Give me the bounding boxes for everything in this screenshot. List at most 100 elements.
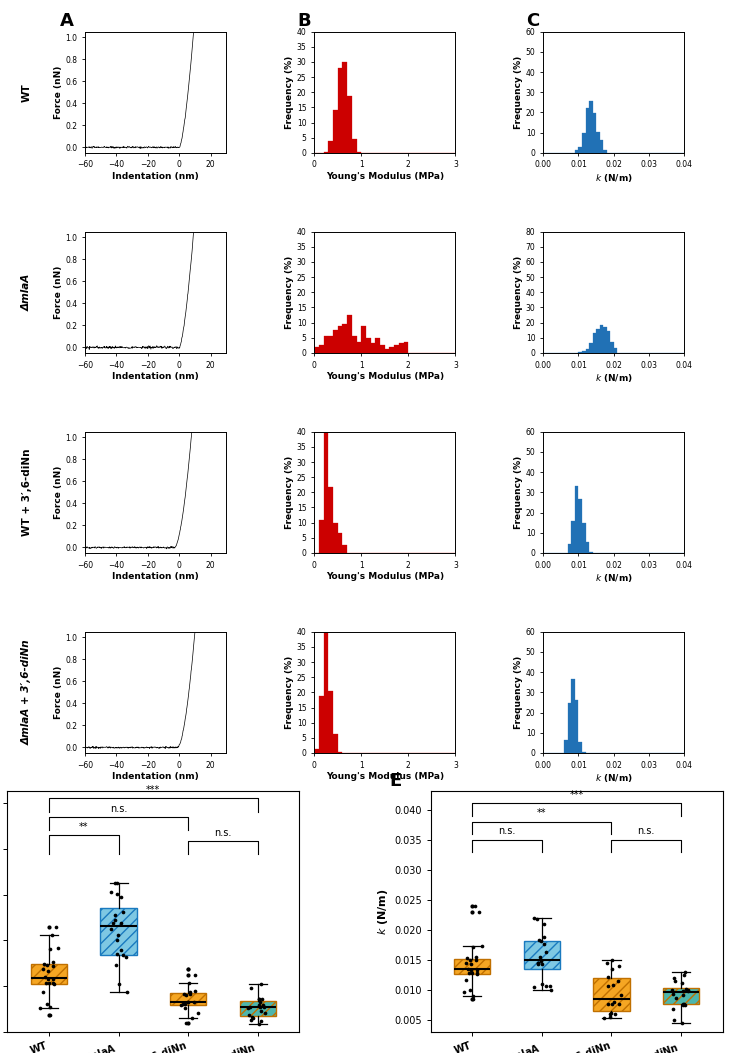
Bar	[338, 533, 342, 553]
Point	[258, 998, 270, 1015]
Point	[246, 1009, 258, 1026]
Bar	[603, 151, 607, 153]
Point	[529, 979, 540, 996]
Bar	[319, 520, 323, 553]
Point	[44, 1007, 55, 1024]
Bar	[578, 742, 582, 753]
Point	[464, 952, 476, 969]
Point	[615, 987, 627, 1004]
Point	[254, 993, 266, 1010]
Point	[538, 929, 550, 946]
Point	[244, 1007, 256, 1024]
Bar	[575, 486, 578, 553]
Point	[676, 1014, 688, 1031]
Bar	[328, 141, 333, 153]
Point	[466, 955, 477, 972]
PathPatch shape	[593, 978, 629, 1011]
X-axis label: $k$ (N/m): $k$ (N/m)	[595, 573, 633, 584]
Point	[112, 875, 123, 892]
Point	[36, 961, 48, 978]
Point	[254, 998, 266, 1015]
Point	[40, 974, 52, 991]
Point	[182, 994, 193, 1011]
PathPatch shape	[524, 941, 560, 970]
X-axis label: $k$ (N/m): $k$ (N/m)	[595, 173, 633, 184]
PathPatch shape	[663, 988, 699, 1005]
Bar	[585, 350, 589, 353]
Point	[471, 966, 483, 982]
Text: n.s.: n.s.	[214, 828, 231, 837]
Bar	[582, 133, 585, 153]
Point	[545, 981, 556, 998]
Point	[184, 986, 196, 1002]
Point	[669, 973, 681, 990]
Bar	[582, 752, 585, 753]
Point	[53, 939, 64, 956]
Point	[604, 1006, 615, 1022]
Point	[105, 920, 117, 937]
Point	[180, 1014, 192, 1031]
Point	[469, 897, 481, 914]
Point	[601, 955, 612, 972]
Bar	[404, 341, 408, 353]
X-axis label: Indentation (nm): Indentation (nm)	[112, 573, 199, 581]
Bar	[600, 324, 603, 353]
Bar	[338, 326, 342, 353]
Point	[192, 1005, 204, 1021]
Y-axis label: Force (nN): Force (nN)	[53, 465, 63, 519]
Point	[473, 903, 485, 920]
Bar	[578, 146, 582, 153]
Bar	[347, 315, 352, 353]
X-axis label: Young's Modulus (MPa): Young's Modulus (MPa)	[326, 573, 444, 581]
Point	[112, 886, 123, 902]
Point	[38, 955, 50, 972]
Bar	[578, 499, 582, 553]
Bar	[319, 345, 323, 353]
Bar	[575, 700, 578, 753]
Bar	[328, 488, 333, 553]
Point	[539, 935, 550, 952]
Point	[540, 978, 552, 995]
Point	[247, 1010, 258, 1027]
X-axis label: Indentation (nm): Indentation (nm)	[112, 773, 199, 781]
Bar	[361, 326, 366, 353]
Point	[115, 889, 127, 906]
Point	[177, 995, 189, 1012]
Point	[244, 999, 256, 1016]
Y-axis label: Frequency (%): Frequency (%)	[514, 56, 523, 128]
Bar	[380, 345, 385, 353]
Point	[612, 995, 624, 1012]
Point	[105, 883, 117, 900]
Text: WT: WT	[22, 83, 32, 101]
Text: ΔmlaA + 3′,6-diNn: ΔmlaA + 3′,6-diNn	[22, 639, 32, 746]
Point	[41, 996, 53, 1013]
Y-axis label: $k$ (N/m): $k$ (N/m)	[376, 889, 390, 935]
Point	[42, 962, 54, 979]
Point	[613, 957, 625, 974]
Point	[683, 982, 694, 999]
Bar	[342, 545, 347, 553]
Bar	[333, 110, 338, 153]
Text: n.s.: n.s.	[637, 827, 655, 836]
Point	[529, 910, 540, 927]
Point	[112, 927, 124, 943]
Bar	[314, 750, 319, 753]
Bar	[366, 338, 371, 353]
Point	[534, 932, 545, 949]
Point	[467, 988, 479, 1005]
Point	[667, 986, 679, 1002]
Point	[255, 1013, 266, 1030]
Bar	[385, 350, 390, 353]
Bar	[575, 151, 578, 153]
Bar	[614, 347, 618, 353]
Point	[460, 954, 472, 971]
Point	[39, 969, 50, 986]
Point	[677, 987, 688, 1004]
Point	[111, 946, 123, 962]
Point	[466, 965, 478, 981]
Bar	[375, 338, 380, 353]
Point	[669, 1012, 680, 1029]
Point	[37, 984, 49, 1000]
Point	[245, 980, 257, 997]
Point	[464, 981, 476, 998]
